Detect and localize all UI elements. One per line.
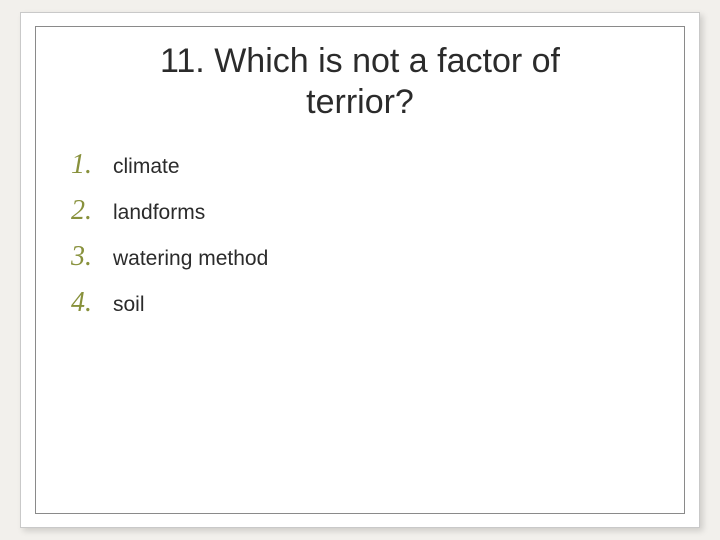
option-text: climate [113, 155, 180, 179]
inner-border-bottom [35, 513, 685, 514]
list-item: 4. soil [71, 287, 699, 319]
inner-border-left [35, 26, 36, 514]
option-number: 2. [71, 195, 113, 227]
list-item: 1. climate [71, 149, 699, 181]
slide-card: 11. Which is not a factor of terrior? 1.… [20, 12, 700, 528]
options-list: 1. climate 2. landforms 3. watering meth… [71, 149, 699, 319]
option-number: 4. [71, 287, 113, 319]
option-number: 3. [71, 241, 113, 273]
option-text: watering method [113, 247, 268, 271]
list-item: 2. landforms [71, 195, 699, 227]
question-title: 11. Which is not a factor of terrior? [21, 13, 699, 123]
option-text: soil [113, 293, 145, 317]
option-text: landforms [113, 201, 205, 225]
title-line-2: terrior? [306, 83, 414, 121]
list-item: 3. watering method [71, 241, 699, 273]
title-line-1: 11. Which is not a factor of [160, 42, 560, 80]
option-number: 1. [71, 149, 113, 181]
inner-border-right [684, 26, 685, 514]
inner-border-top [35, 26, 685, 27]
